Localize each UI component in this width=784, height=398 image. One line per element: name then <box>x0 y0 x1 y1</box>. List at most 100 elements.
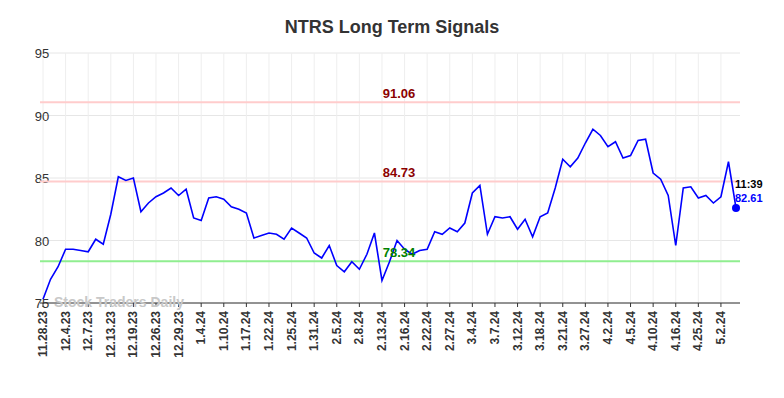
x-tick-label: 12.19.23 <box>126 311 140 358</box>
x-tick <box>404 303 405 307</box>
watermark: Stock Traders Daily <box>54 294 184 310</box>
x-tick-label: 3.21.24 <box>556 311 570 351</box>
grid-line <box>40 53 740 54</box>
grid-line-x <box>201 53 202 303</box>
x-tick-label: 4.10.24 <box>646 311 660 351</box>
x-tick <box>201 303 202 307</box>
x-tick-label: 2.22.24 <box>420 311 434 351</box>
x-tick-label: 1.31.24 <box>307 311 321 351</box>
x-tick <box>630 303 631 307</box>
x-tick-label: 1.25.24 <box>285 311 299 351</box>
grid-line-x <box>291 53 292 303</box>
last-point <box>732 204 740 212</box>
x-tick-label: 3.12.24 <box>511 311 525 351</box>
chart: NTRS Long Term Signals758085909511.28.23… <box>0 0 784 398</box>
x-tick <box>698 303 699 307</box>
x-tick-label: 3.7.24 <box>488 311 502 345</box>
x-tick-label: 4.2.24 <box>601 311 615 345</box>
grid-line-x <box>88 53 89 303</box>
x-tick <box>359 303 360 307</box>
x-tick-label: 3.27.24 <box>578 311 592 351</box>
x-tick-label: 2.16.24 <box>398 311 412 351</box>
grid-line-x <box>359 53 360 303</box>
x-tick-label: 5.2.24 <box>714 311 728 345</box>
plot-area <box>40 102 740 299</box>
y-tick-label: 90 <box>35 109 49 124</box>
signal-label: 78.34 <box>383 245 416 260</box>
x-tick <box>720 303 721 307</box>
grid-line-x <box>720 53 721 303</box>
signal-line <box>40 101 740 103</box>
x-tick-label: 3.18.24 <box>533 311 547 351</box>
grid-line-x <box>178 53 179 303</box>
x-tick-label: 11.28.23 <box>36 311 50 357</box>
x-tick-label: 12.13.23 <box>104 311 118 358</box>
x-tick <box>653 303 654 307</box>
grid-line <box>40 115 740 116</box>
x-tick <box>43 303 44 307</box>
x-tick <box>562 303 563 307</box>
grid-line-x <box>427 53 428 303</box>
grid-line-x <box>630 53 631 303</box>
x-tick-label: 1.17.24 <box>239 311 253 351</box>
x-tick <box>540 303 541 307</box>
price-line <box>43 129 736 299</box>
x-tick-label: 3.4.24 <box>465 311 479 345</box>
grid-line-x <box>268 53 269 303</box>
title: NTRS Long Term Signals <box>285 17 500 37</box>
x-tick <box>585 303 586 307</box>
x-tick-label: 12.26.23 <box>149 311 163 358</box>
y-tick-label: 85 <box>35 171 49 186</box>
x-tick <box>223 303 224 307</box>
grid-line-x <box>449 53 450 303</box>
y-tick-label: 95 <box>35 46 49 61</box>
x-tick-label: 12.29.23 <box>172 311 186 358</box>
grid-line-x <box>540 53 541 303</box>
x-tick-label: 1.4.24 <box>194 311 208 345</box>
x-tick-label: 1.10.24 <box>217 311 231 351</box>
time-label: 11:39 <box>735 178 763 190</box>
grid-line-x <box>314 53 315 303</box>
x-tick <box>494 303 495 307</box>
x-tick <box>314 303 315 307</box>
x-tick <box>675 303 676 307</box>
x-tick-label: 4.25.24 <box>691 311 705 351</box>
x-tick-label: 2.5.24 <box>330 311 344 345</box>
x-tick <box>472 303 473 307</box>
x-tick <box>246 303 247 307</box>
grid-line-x <box>698 53 699 303</box>
x-tick-label: 1.22.24 <box>262 311 276 351</box>
grid-line-x <box>607 53 608 303</box>
x-tick-label: 12.4.23 <box>59 311 73 351</box>
x-tick <box>449 303 450 307</box>
signal-label: 91.06 <box>383 86 416 101</box>
grid-line-x <box>155 53 156 303</box>
grid-line-x <box>65 53 66 303</box>
x-tick <box>607 303 608 307</box>
grid-line <box>40 240 740 241</box>
x-tick <box>268 303 269 307</box>
x-tick-label: 4.5.24 <box>624 311 638 345</box>
grid-line-x <box>494 53 495 303</box>
x-tick <box>427 303 428 307</box>
x-tick <box>291 303 292 307</box>
last-value-label: 82.61 <box>735 192 763 204</box>
x-tick-label: 2.27.24 <box>443 311 457 351</box>
x-tick-label: 12.7.23 <box>81 311 95 351</box>
x-tick-label: 2.13.24 <box>375 311 389 351</box>
signal-line <box>40 180 740 182</box>
x-tick <box>517 303 518 307</box>
grid-line-x <box>562 53 563 303</box>
x-tick <box>336 303 337 307</box>
grid-line-x <box>585 53 586 303</box>
grid-line-x <box>653 53 654 303</box>
grid-line-x <box>246 53 247 303</box>
grid-line-x <box>675 53 676 303</box>
x-tick-label: 2.8.24 <box>352 311 366 345</box>
grid-line-x <box>110 53 111 303</box>
grid-line-x <box>472 53 473 303</box>
x-tick <box>381 303 382 307</box>
signal-label: 84.73 <box>383 165 416 180</box>
y-tick-label: 80 <box>35 234 49 249</box>
grid-line-x <box>517 53 518 303</box>
